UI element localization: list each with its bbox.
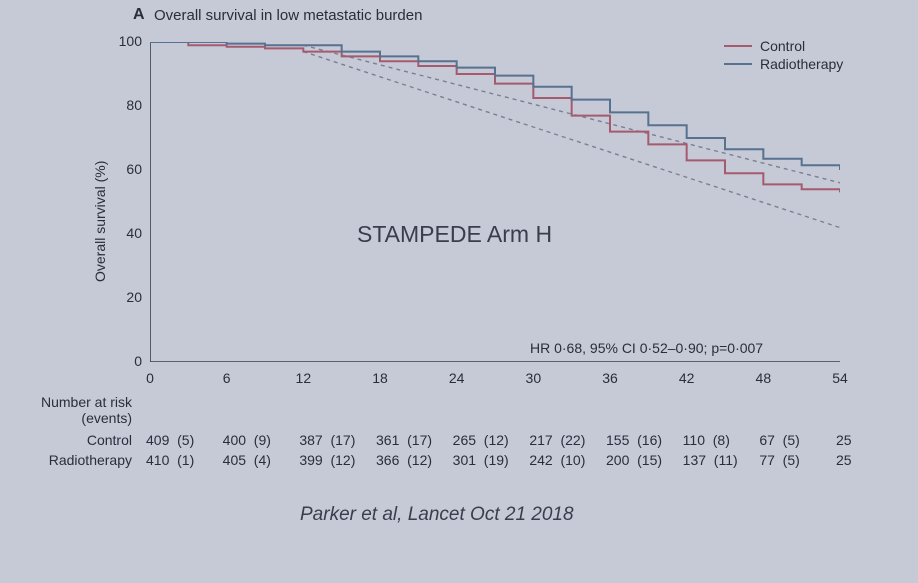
risk-cell: 387 (17) [299,432,371,448]
x-tick-label: 12 [288,370,318,386]
y-tick-label: 80 [110,97,142,113]
risk-cell: 410 (1) [146,452,218,468]
x-tick-label: 24 [442,370,472,386]
risk-cell: 25 [836,432,908,448]
risk-cell: 137 (11) [683,452,755,468]
risk-row-label: Control [0,432,132,448]
risk-cell: 361 (17) [376,432,448,448]
x-tick-label: 6 [212,370,242,386]
risk-cell: 405 (4) [223,452,295,468]
y-tick-label: 20 [110,289,142,305]
risk-cell: 399 (12) [299,452,371,468]
x-tick-label: 18 [365,370,395,386]
x-tick-label: 54 [825,370,855,386]
risk-cell: 301 (19) [453,452,525,468]
risk-cell: 366 (12) [376,452,448,468]
y-tick-label: 40 [110,225,142,241]
risk-cell: 110 (8) [683,432,755,448]
x-tick-label: 42 [672,370,702,386]
survival-chart [150,42,840,362]
citation: Parker et al, Lancet Oct 21 2018 [300,504,574,526]
chart-center-text: STAMPEDE Arm H [357,221,552,248]
y-tick-label: 60 [110,161,142,177]
x-tick-label: 48 [748,370,778,386]
y-tick-label: 0 [110,353,142,369]
x-tick-label: 30 [518,370,548,386]
x-tick-label: 36 [595,370,625,386]
risk-cell: 67 (5) [759,432,831,448]
risk-cell: 155 (16) [606,432,678,448]
risk-cell: 77 (5) [759,452,831,468]
risk-row-label: Radiotherapy [0,452,132,468]
panel-label: A [133,6,145,24]
risk-cell: 265 (12) [453,432,525,448]
panel-title: Overall survival in low metastatic burde… [154,7,422,24]
risk-cell: 409 (5) [146,432,218,448]
risk-cell: 25 [836,452,908,468]
risk-cell: 242 (10) [529,452,601,468]
risk-cell: 200 (15) [606,452,678,468]
stats-text: HR 0·68, 95% CI 0·52–0·90; p=0·007 [530,340,763,356]
y-tick-label: 100 [110,33,142,49]
risk-cell: 400 (9) [223,432,295,448]
number-at-risk-header: Number at risk(events) [0,394,132,426]
y-axis-label: Overall survival (%) [92,161,108,282]
risk-cell: 217 (22) [529,432,601,448]
x-tick-label: 0 [135,370,165,386]
